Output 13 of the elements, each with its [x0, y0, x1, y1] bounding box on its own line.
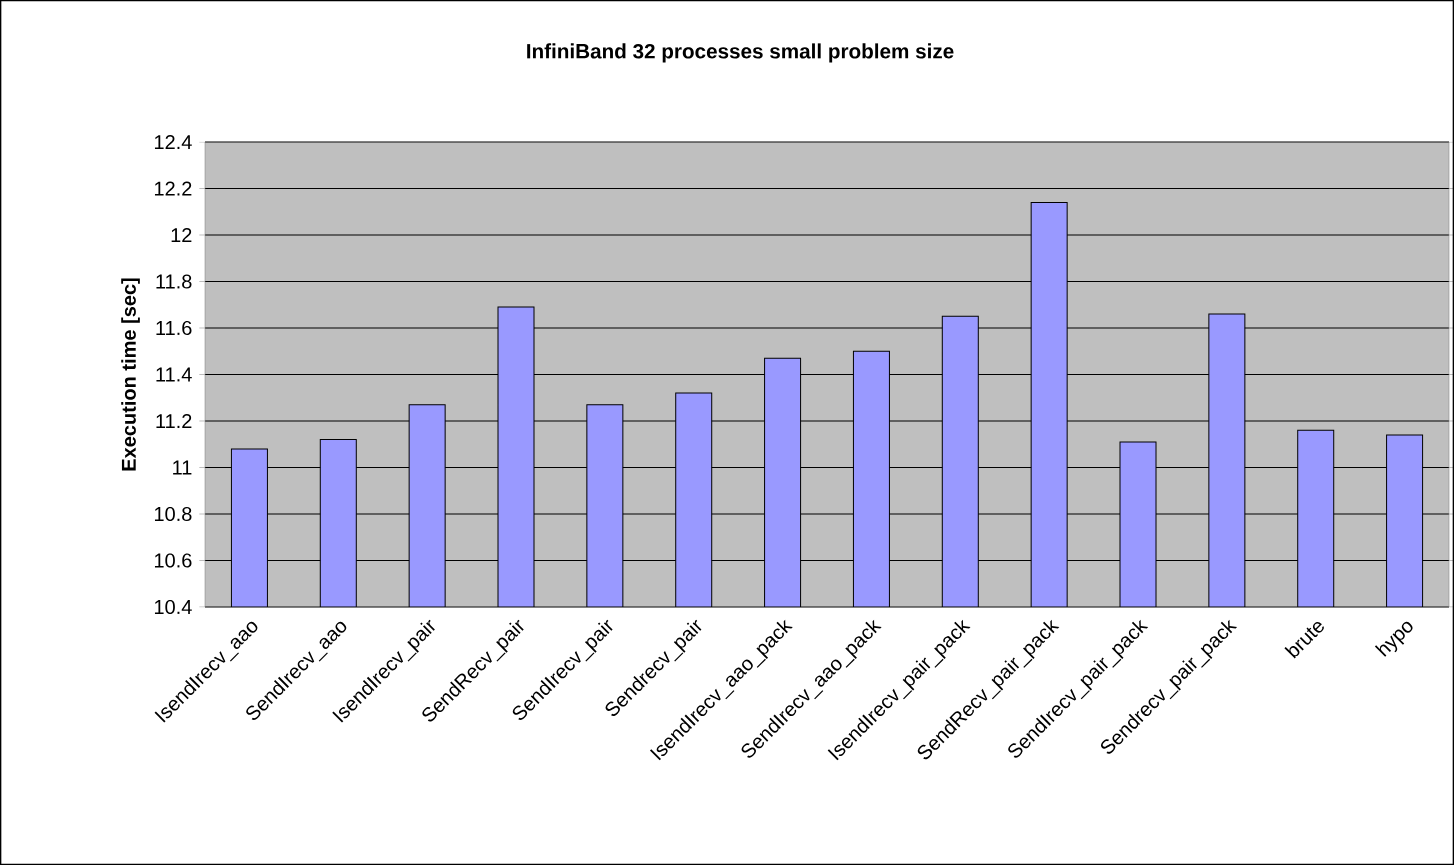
y-tick-label: 12 — [171, 228, 192, 242]
y-tick-label: 11 — [173, 460, 192, 475]
y-tick-label: 12.2 — [154, 181, 192, 196]
y-tick-label: 11.6 — [156, 320, 192, 336]
chart-title: InfiniBand 32 processes small problem size — [527, 43, 954, 63]
y-tick-label: 11.4 — [156, 367, 192, 382]
y-tick-label: 10.6 — [154, 553, 192, 568]
y-tick-label: 11.2 — [156, 414, 192, 428]
y-tick-label: 11.8 — [156, 274, 192, 289]
y-tick-label: 10.4 — [154, 599, 192, 615]
y-tick-label: 12.4 — [154, 135, 192, 149]
y-axis-title: Execution time [sec] — [121, 278, 140, 471]
y-tick-label: 10.8 — [154, 506, 192, 522]
